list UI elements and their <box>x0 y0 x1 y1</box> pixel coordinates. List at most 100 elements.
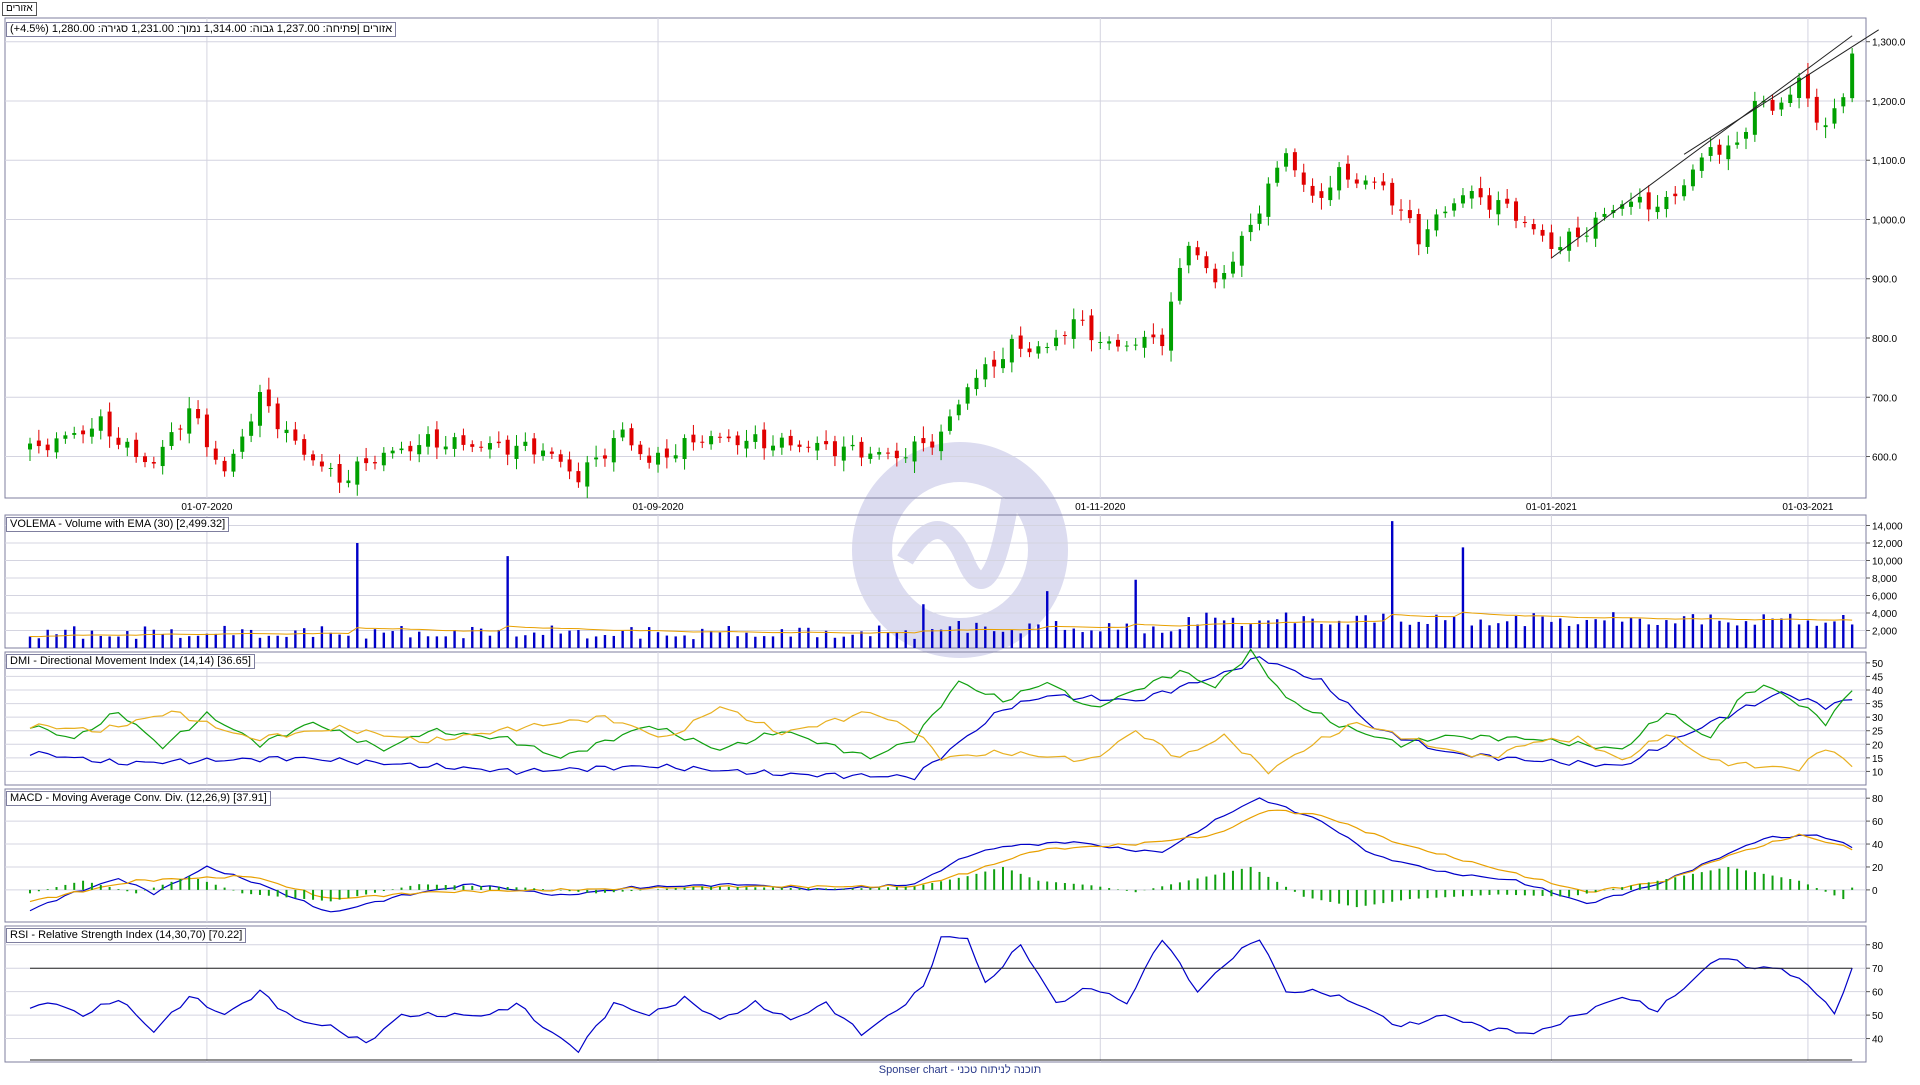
panel-frame <box>4 17 1867 499</box>
candle-body <box>213 448 218 460</box>
candle-body <box>1575 227 1580 238</box>
candle-body <box>1841 97 1846 107</box>
volume-bar <box>1329 624 1332 648</box>
volume-bar <box>1222 620 1226 648</box>
candle-body <box>1735 142 1740 145</box>
volume-bar <box>276 635 279 648</box>
plus_di-line <box>29 648 1853 760</box>
volume-bar <box>506 556 509 648</box>
y-tick-label: 10 <box>1872 767 1884 778</box>
y-tick-label: 12,000 <box>1872 539 1903 550</box>
candle-body <box>620 429 625 438</box>
volume-bar <box>320 626 324 648</box>
y-tick-label: 35 <box>1872 700 1884 711</box>
candle-body <box>992 359 997 367</box>
volume-bar <box>1718 620 1721 648</box>
volume-panel-title: VOLEMA - Volume with EMA (30) [2,499.32] <box>6 517 230 532</box>
panel-3: 0 20 40 60 80 <box>4 788 1884 923</box>
candle-body <box>302 439 307 455</box>
volume-bar <box>1355 615 1359 648</box>
volume-bar <box>364 638 368 648</box>
candle-body <box>1310 185 1315 196</box>
date-label: 01-07-2020 <box>181 502 233 513</box>
candle-body <box>1443 211 1448 214</box>
candle-body <box>1151 334 1156 338</box>
volume-bar <box>745 632 748 648</box>
candle-body <box>151 462 156 464</box>
y-tick-label: 45 <box>1872 672 1884 683</box>
candle-body <box>1770 99 1775 111</box>
volume-bar <box>117 636 120 648</box>
volume-bar <box>488 635 492 648</box>
volume-bar <box>1541 616 1544 648</box>
symbol-tag[interactable]: אזורים <box>2 2 37 16</box>
volume-bar <box>736 636 739 648</box>
watermark-arrow <box>897 498 1019 589</box>
volume-bar <box>1815 625 1818 648</box>
volume-bar <box>1532 613 1535 648</box>
volume-bar <box>444 636 447 648</box>
volume-bar <box>285 636 288 648</box>
volume-bar <box>338 634 341 648</box>
volume-bar <box>647 627 651 648</box>
candle-body <box>443 446 448 450</box>
candle-body <box>160 446 165 467</box>
candle-body <box>1337 167 1342 191</box>
volume-bar <box>1169 631 1173 648</box>
volume-bar <box>966 632 969 648</box>
volume-bar <box>409 637 412 648</box>
candle-body <box>788 435 793 446</box>
candle-body <box>1708 147 1713 156</box>
volume-bar <box>1337 620 1341 648</box>
candle-body <box>832 441 837 457</box>
volume-bar <box>1691 614 1695 648</box>
candle-body <box>89 428 94 437</box>
panel-frame <box>4 651 1867 786</box>
volume-bar <box>1302 616 1305 648</box>
volume-bar <box>612 635 615 648</box>
y-tick-label: 60 <box>1872 988 1884 999</box>
candle-body <box>939 431 944 452</box>
volume-bar <box>559 633 562 648</box>
volume-bar <box>948 626 952 648</box>
volume-bar <box>886 632 890 648</box>
volume-bar <box>99 635 102 648</box>
candle-body <box>912 441 917 462</box>
volume-bar <box>895 632 899 648</box>
candle-body <box>541 450 546 456</box>
candle-body <box>54 438 59 453</box>
candle-body <box>1248 224 1253 233</box>
volume-bar <box>718 632 722 648</box>
price-panel-title: אזורים |פתיחה: 1,237.00 גבוה: 1,314.00 נ… <box>6 22 397 37</box>
candle-body <box>673 455 678 459</box>
candle-body <box>806 446 811 448</box>
candle-body <box>824 441 829 445</box>
candle-body <box>470 444 475 447</box>
panel-frame <box>4 514 1867 649</box>
volume-bar <box>701 628 704 648</box>
candle-body <box>850 444 855 447</box>
volume-bar <box>1585 619 1588 648</box>
candle-body <box>1301 172 1306 185</box>
candle-body <box>1744 131 1749 139</box>
volume-bar <box>152 629 156 648</box>
volume-bar <box>1488 625 1491 648</box>
y-tick-label: 50 <box>1872 1011 1884 1022</box>
candle-body <box>523 441 528 446</box>
candle-body <box>142 456 147 463</box>
candle-body <box>36 440 41 447</box>
volume-bar <box>621 630 624 648</box>
candle-body <box>1328 187 1333 201</box>
y-tick-label: 0 <box>1872 886 1878 897</box>
dmi-panel-title: DMI - Directional Movement Index (14,14)… <box>6 654 255 669</box>
candle-body <box>841 446 846 461</box>
volume-bar <box>1134 579 1137 648</box>
y-tick-label: 8,000 <box>1872 574 1897 585</box>
volume-bar <box>656 632 660 648</box>
volume-bar <box>143 626 147 648</box>
volume-bar <box>471 626 474 648</box>
volume-bar <box>992 631 996 648</box>
candle-body <box>1115 339 1120 347</box>
candle-body <box>1204 256 1209 269</box>
